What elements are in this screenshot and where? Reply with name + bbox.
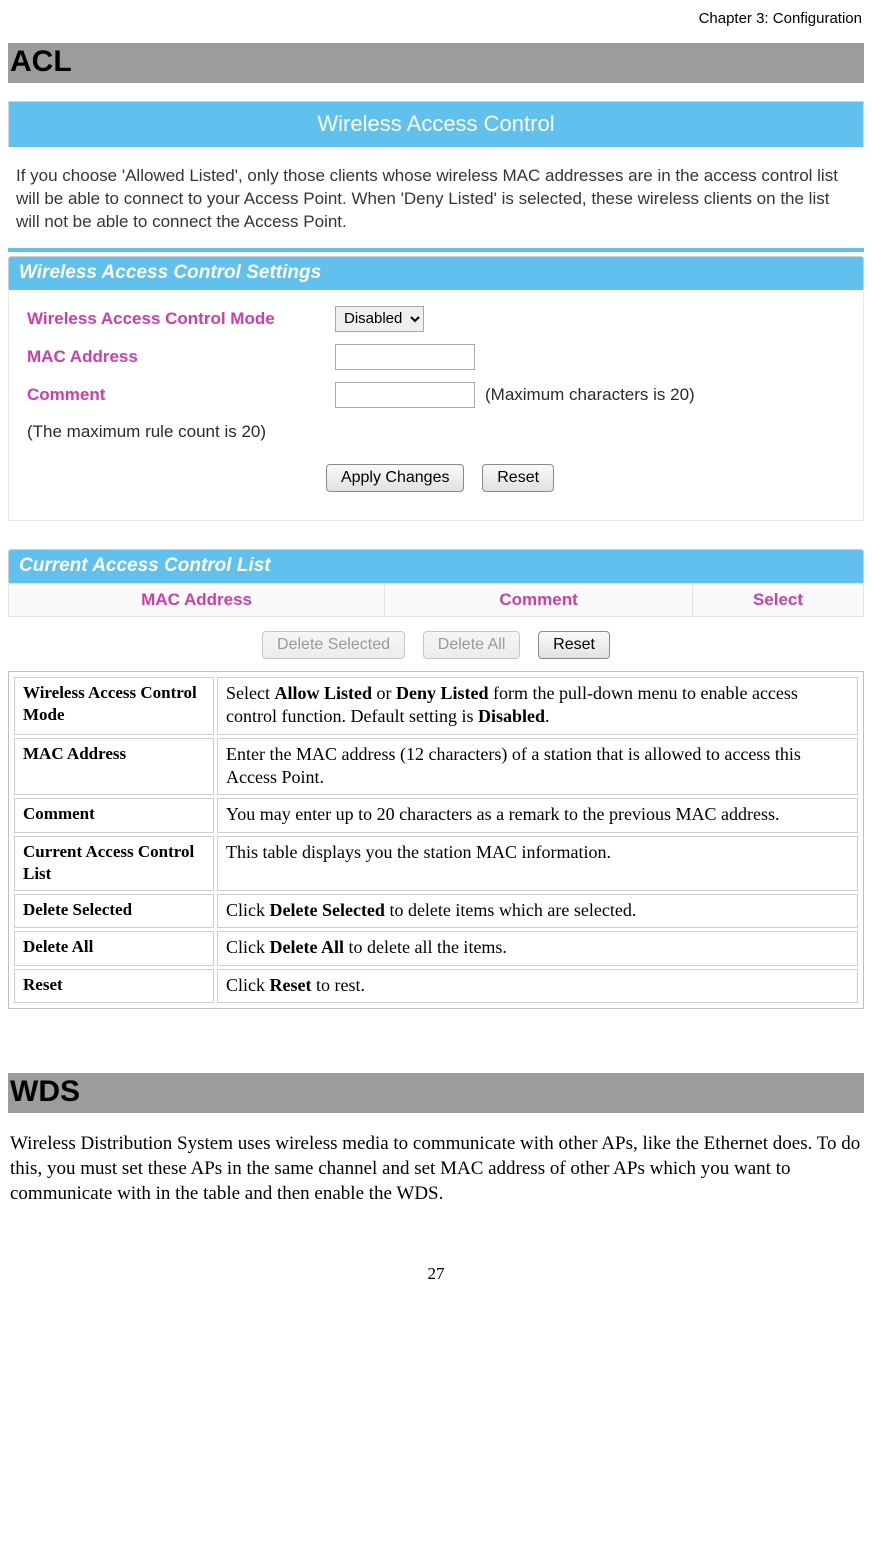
def-row-mode: Wireless Access Control Mode Select Allo… (14, 677, 858, 735)
def-row-comment: Comment You may enter up to 20 character… (14, 798, 858, 832)
mode-label: Wireless Access Control Mode (27, 309, 335, 329)
def-term: MAC Address (14, 738, 214, 796)
row-comment: Comment (Maximum characters is 20) (27, 376, 853, 414)
t: Click (226, 937, 270, 957)
delete-all-button[interactable]: Delete All (423, 631, 521, 659)
row-mac-address: MAC Address (27, 338, 853, 376)
list-button-row: Delete Selected Delete All Reset (8, 631, 864, 659)
page-number: 27 (8, 1214, 864, 1284)
divider (8, 248, 864, 252)
def-term: Current Access Control List (14, 836, 214, 891)
mac-label: MAC Address (27, 347, 335, 367)
settings-body: Wireless Access Control Mode Disabled MA… (8, 290, 864, 521)
mac-input[interactable] (335, 344, 475, 370)
table-header-row: MAC Address Comment Select (9, 583, 864, 616)
chapter-header: Chapter 3: Configuration (8, 10, 864, 31)
router-description: If you choose 'Allowed Listed', only tho… (8, 147, 864, 246)
def-desc: Select Allow Listed or Deny Listed form … (217, 677, 858, 735)
t: to delete all the items. (344, 937, 507, 957)
wds-paragraph: Wireless Distribution System uses wirele… (10, 1131, 862, 1206)
access-control-list-table: MAC Address Comment Select (8, 583, 864, 617)
apply-changes-button[interactable]: Apply Changes (326, 464, 465, 492)
t: to rest. (311, 975, 365, 995)
def-term: Wireless Access Control Mode (14, 677, 214, 735)
col-select: Select (692, 583, 863, 616)
b: Reset (270, 975, 312, 995)
col-comment: Comment (385, 583, 693, 616)
router-ui-panel: Wireless Access Control If you choose 'A… (8, 101, 864, 659)
apply-button-row: Apply Changes Reset (27, 464, 853, 492)
def-row-mac: MAC Address Enter the MAC address (12 ch… (14, 738, 858, 796)
reset-button[interactable]: Reset (482, 464, 554, 492)
section-header-acl: ACL (8, 43, 864, 83)
def-desc: You may enter up to 20 characters as a r… (217, 798, 858, 832)
comment-note: (Maximum characters is 20) (485, 385, 695, 405)
delete-selected-button[interactable]: Delete Selected (262, 631, 405, 659)
router-title-bar: Wireless Access Control (8, 101, 864, 147)
def-desc: Click Reset to rest. (217, 969, 858, 1003)
list-reset-button[interactable]: Reset (538, 631, 610, 659)
def-term: Delete All (14, 931, 214, 965)
def-desc: Click Delete Selected to delete items wh… (217, 894, 858, 928)
t: Select (226, 683, 274, 703)
list-header: Current Access Control List (8, 549, 864, 583)
section-title-wds: WDS (10, 1075, 858, 1109)
def-desc: This table displays you the station MAC … (217, 836, 858, 891)
b: Deny Listed (396, 683, 489, 703)
def-row-delete-selected: Delete Selected Click Delete Selected to… (14, 894, 858, 928)
definition-table-wrapper: Wireless Access Control Mode Select Allo… (8, 671, 864, 1009)
b: Disabled (478, 706, 545, 726)
def-row-list: Current Access Control List This table d… (14, 836, 858, 891)
def-term: Reset (14, 969, 214, 1003)
def-term: Comment (14, 798, 214, 832)
section-title-acl: ACL (10, 45, 858, 79)
b: Delete All (270, 937, 344, 957)
section-header-wds: WDS (8, 1073, 864, 1113)
t: Click (226, 975, 270, 995)
col-mac-address: MAC Address (9, 583, 385, 616)
row-wireless-mode: Wireless Access Control Mode Disabled (27, 300, 853, 338)
settings-header: Wireless Access Control Settings (8, 256, 864, 290)
b: Allow Listed (274, 683, 372, 703)
definition-table: Wireless Access Control Mode Select Allo… (11, 674, 861, 1006)
comment-input[interactable] (335, 382, 475, 408)
t: to delete items which are selected. (385, 900, 636, 920)
t: Click (226, 900, 270, 920)
rule-count-note: (The maximum rule count is 20) (27, 414, 853, 446)
b: Delete Selected (270, 900, 385, 920)
def-term: Delete Selected (14, 894, 214, 928)
def-row-reset: Reset Click Reset to rest. (14, 969, 858, 1003)
def-row-delete-all: Delete All Click Delete All to delete al… (14, 931, 858, 965)
def-desc: Click Delete All to delete all the items… (217, 931, 858, 965)
mode-select[interactable]: Disabled (335, 306, 424, 332)
comment-label: Comment (27, 385, 335, 405)
t: or (372, 683, 396, 703)
def-desc: Enter the MAC address (12 characters) of… (217, 738, 858, 796)
t: . (545, 706, 550, 726)
